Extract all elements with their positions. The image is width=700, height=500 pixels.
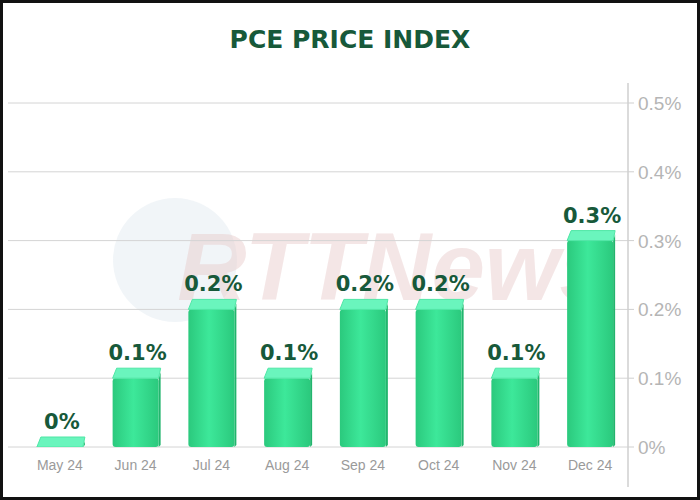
x-tick-label: Aug 24 [265,457,310,473]
y-tick-label: 0.3% [638,231,681,252]
y-axis-line [627,83,629,487]
data-label: 0.3% [563,204,621,228]
grid-line [8,171,628,172]
bar-side [537,372,539,447]
x-tick-label: Jul 24 [193,457,231,473]
bar-side [234,303,236,447]
y-tick-label: 0.4% [638,162,681,183]
bar-top [188,299,236,309]
x-tick-label: Jun 24 [115,457,157,473]
grid-line [8,240,628,241]
bar [567,241,613,447]
data-label: 0.2% [336,272,394,296]
title: PCE PRICE INDEX [230,25,471,54]
x-tick-label: Dec 24 [568,457,613,473]
data-label: 0.1% [487,341,545,365]
data-label: 0.1% [109,341,167,365]
y-tick-label: 0.2% [638,299,681,320]
bar [340,309,386,447]
bar-side [613,235,615,447]
bar [113,378,159,447]
watermark: RTTNews [177,213,613,320]
tick-mark [628,378,634,379]
bar [491,378,537,447]
chart: RTTNews 0% 0.1% 0.2% 0.3% 0.4% 0.5% PCE PRICE I… [0,0,700,500]
tick-mark [628,309,634,310]
grid-line [8,103,628,104]
bar [188,309,234,447]
data-label: 0.2% [184,272,242,296]
bar-top [113,368,161,378]
watermark-group: RTTNews [113,198,613,322]
tick-mark [628,171,634,172]
data-label: 0% [44,410,80,434]
bar-side [159,372,161,447]
x-tick-label: Oct 24 [418,457,459,473]
x-tick-label: May 24 [37,457,83,473]
tick-mark [628,240,634,241]
data-label: 0.2% [412,272,470,296]
chart-container: RTTNews 0% 0.1% 0.2% 0.3% 0.4% 0.5% PCE PRICE I… [0,0,700,500]
y-tick-label: 0.1% [638,368,681,389]
bar-side [462,303,464,447]
tick-mark [628,103,634,104]
x-tick-label: Sep 24 [341,457,386,473]
tick-mark [628,447,634,448]
data-label: 0.1% [260,341,318,365]
y-tick-label: 0% [638,437,666,458]
grid-line [8,309,628,310]
bar-top [567,231,615,241]
bar-side [386,303,388,447]
bar-top [264,368,312,378]
x-tick-label: Nov 24 [492,457,537,473]
bar-top [416,299,464,309]
bar-top [340,299,388,309]
frame [2,2,699,499]
bars [37,231,615,447]
bar-side [310,372,312,447]
bar-top [37,437,85,447]
bar [264,378,310,447]
y-tick-label: 0.5% [638,93,681,114]
bar-top [491,368,539,378]
bar [416,309,462,447]
